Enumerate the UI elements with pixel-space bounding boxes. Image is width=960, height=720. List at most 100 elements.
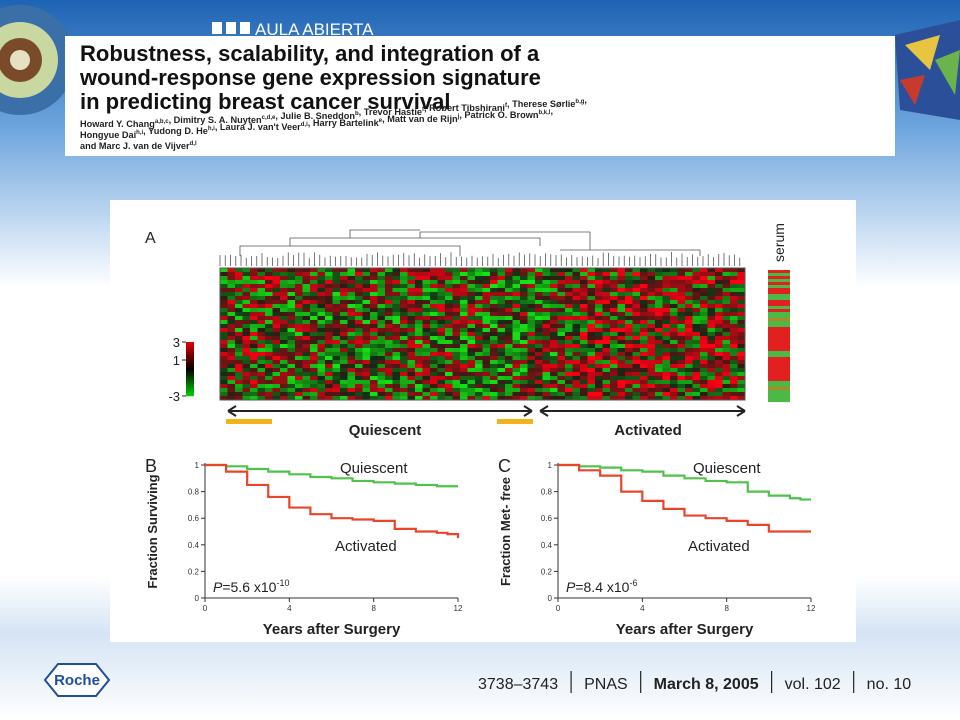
heatmap-cell bbox=[400, 280, 408, 285]
heatmap-cell bbox=[325, 280, 333, 285]
colorbar-step bbox=[186, 376, 194, 379]
heatmap-cell bbox=[340, 296, 348, 301]
heatmap-cell bbox=[437, 276, 446, 281]
heatmap-cell bbox=[625, 372, 633, 377]
heatmap-cell bbox=[497, 368, 506, 373]
heatmap-cell bbox=[242, 388, 251, 393]
heatmap-cell bbox=[370, 360, 378, 365]
heatmap-cell bbox=[482, 368, 491, 373]
heatmap-cell bbox=[490, 360, 498, 365]
heatmap-cell bbox=[452, 316, 461, 321]
heatmap-cell bbox=[662, 336, 671, 341]
heatmap-cell bbox=[610, 272, 618, 277]
serum-cell bbox=[768, 342, 790, 346]
heatmap-cell bbox=[550, 328, 558, 333]
heatmap-cell bbox=[422, 396, 431, 401]
heatmap-cell bbox=[670, 384, 678, 389]
heatmap-cell bbox=[430, 340, 438, 345]
heatmap-cell bbox=[460, 344, 468, 349]
heatmap-cell bbox=[362, 268, 371, 273]
heatmap-cell bbox=[295, 296, 303, 301]
heatmap-cell bbox=[565, 344, 573, 349]
heatmap-cell bbox=[467, 368, 476, 373]
heatmap-cell bbox=[280, 348, 288, 353]
heatmap-cell bbox=[625, 316, 633, 321]
heatmap-cell bbox=[302, 324, 311, 329]
heatmap-cell bbox=[467, 288, 476, 293]
heatmap-cell bbox=[737, 332, 746, 337]
heatmap-cell bbox=[332, 380, 341, 385]
heatmap-cell bbox=[497, 280, 506, 285]
heatmap-cell bbox=[595, 360, 603, 365]
heatmap-cell bbox=[595, 372, 603, 377]
y-tick-label: 0.4 bbox=[188, 541, 200, 550]
heatmap-cell bbox=[685, 304, 693, 309]
heatmap-cell bbox=[250, 376, 258, 381]
heatmap-cell bbox=[227, 304, 236, 309]
heatmap-cell bbox=[272, 364, 281, 369]
heatmap-cell bbox=[730, 284, 738, 289]
heatmap-cell bbox=[220, 332, 228, 337]
heatmap-cell bbox=[475, 312, 483, 317]
heatmap-cell bbox=[385, 308, 393, 313]
heatmap-cell bbox=[302, 320, 311, 325]
heatmap-cell bbox=[407, 268, 416, 273]
heatmap-cell bbox=[227, 396, 236, 401]
heatmap-cell bbox=[325, 324, 333, 329]
heatmap-cell bbox=[377, 276, 386, 281]
heatmap-cell bbox=[460, 280, 468, 285]
heatmap-cell bbox=[400, 268, 408, 273]
heatmap-cell bbox=[595, 356, 603, 361]
heatmap-cell bbox=[302, 336, 311, 341]
colorbar-step bbox=[186, 352, 194, 355]
heatmap-cell bbox=[647, 336, 656, 341]
heatmap-cell bbox=[332, 348, 341, 353]
heatmap-cell bbox=[662, 368, 671, 373]
heatmap-cell bbox=[700, 288, 708, 293]
heatmap-cell bbox=[527, 316, 536, 321]
heatmap-cell bbox=[557, 300, 566, 305]
heatmap-cell bbox=[602, 364, 611, 369]
heatmap-cell bbox=[235, 376, 243, 381]
heatmap-cell bbox=[302, 388, 311, 393]
heatmap-cell bbox=[265, 396, 273, 401]
heatmap-cell bbox=[265, 344, 273, 349]
heatmap-cell bbox=[227, 384, 236, 389]
heatmap-cell bbox=[452, 268, 461, 273]
heatmap-cell bbox=[490, 364, 498, 369]
heatmap-cell bbox=[692, 312, 701, 317]
heatmap-cell bbox=[422, 272, 431, 277]
heatmap-cell bbox=[242, 296, 251, 301]
heatmap-cell bbox=[632, 288, 641, 293]
heatmap-cell bbox=[227, 268, 236, 273]
heatmap-cell bbox=[580, 392, 588, 397]
heatmap-cell bbox=[415, 364, 423, 369]
heatmap-cell bbox=[220, 272, 228, 277]
heatmap-cell bbox=[415, 356, 423, 361]
heatmap-cell bbox=[437, 320, 446, 325]
heatmap-cell bbox=[362, 308, 371, 313]
heatmap-cell bbox=[272, 332, 281, 337]
heatmap-cell bbox=[535, 324, 543, 329]
heatmap-cell bbox=[707, 284, 716, 289]
heatmap-cell bbox=[730, 288, 738, 293]
heatmap-cell bbox=[265, 328, 273, 333]
author-affiliation: b bbox=[355, 111, 359, 117]
y-tick-label: 0 bbox=[195, 594, 200, 603]
heatmap-cell bbox=[632, 364, 641, 369]
heatmap-cell bbox=[475, 380, 483, 385]
heatmap-cell bbox=[467, 340, 476, 345]
heatmap-cell bbox=[565, 384, 573, 389]
heatmap-cell bbox=[340, 272, 348, 277]
heatmap-cell bbox=[347, 280, 356, 285]
heatmap-cell bbox=[587, 332, 596, 337]
heatmap-cell bbox=[302, 284, 311, 289]
heatmap-cell bbox=[677, 368, 686, 373]
group-marker bbox=[226, 419, 272, 424]
heatmap-cell bbox=[520, 340, 528, 345]
heatmap-cell bbox=[550, 296, 558, 301]
heatmap-cell bbox=[430, 384, 438, 389]
heatmap-cell bbox=[617, 392, 626, 397]
heatmap-cell bbox=[370, 268, 378, 273]
heatmap-cell bbox=[257, 388, 266, 393]
